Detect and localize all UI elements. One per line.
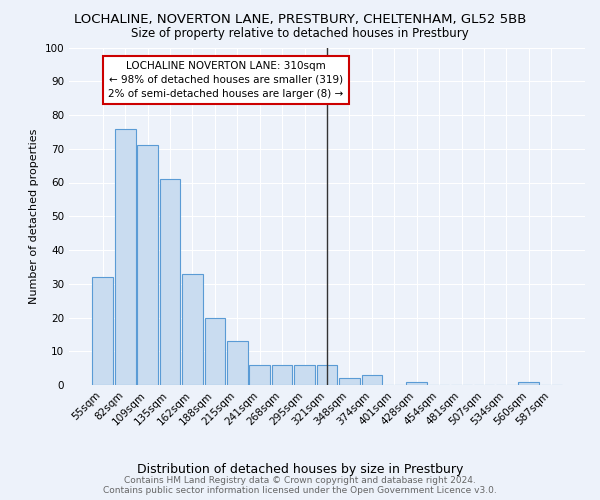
Text: LOCHALINE NOVERTON LANE: 310sqm
← 98% of detached houses are smaller (319)
2% of: LOCHALINE NOVERTON LANE: 310sqm ← 98% of… [109,61,344,99]
Text: LOCHALINE, NOVERTON LANE, PRESTBURY, CHELTENHAM, GL52 5BB: LOCHALINE, NOVERTON LANE, PRESTBURY, CHE… [74,12,526,26]
Bar [137,146,158,385]
Bar [362,375,382,385]
Text: Distribution of detached houses by size in Prestbury: Distribution of detached houses by size … [137,462,463,475]
Bar [227,341,248,385]
Y-axis label: Number of detached properties: Number of detached properties [29,128,39,304]
Text: Contains HM Land Registry data © Crown copyright and database right 2024.
Contai: Contains HM Land Registry data © Crown c… [103,476,497,495]
Bar [294,365,315,385]
Bar [250,365,270,385]
Bar [339,378,360,385]
Bar [92,277,113,385]
Bar [317,365,337,385]
Text: Size of property relative to detached houses in Prestbury: Size of property relative to detached ho… [131,28,469,40]
Bar [406,382,427,385]
Bar [182,274,203,385]
Bar [205,318,225,385]
Bar [115,128,136,385]
Bar [272,365,292,385]
Bar [160,179,181,385]
Bar [518,382,539,385]
